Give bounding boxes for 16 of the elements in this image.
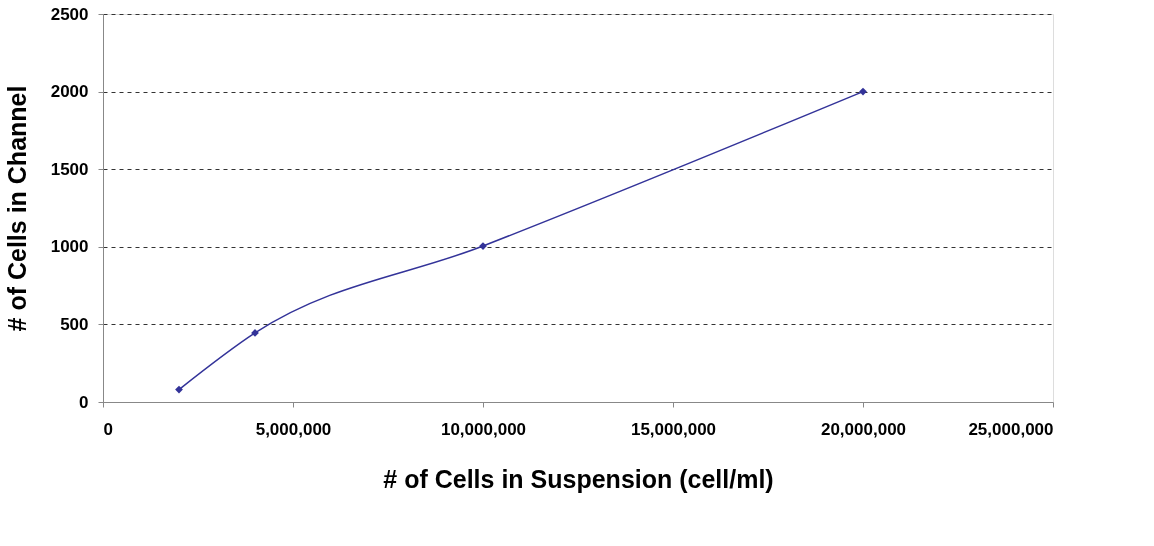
x-tick-label: 10,000,000 [440, 419, 527, 439]
x-tick-label: 0 [103, 419, 113, 439]
y-tick-label: 500 [60, 314, 89, 334]
x-tick-label: 25,000,000 [968, 419, 1054, 439]
y-tick-label: 1000 [50, 237, 89, 257]
y-tick-label: 1500 [50, 159, 89, 179]
x-tick-label: 5,000,000 [255, 419, 332, 439]
x-tick-label: 15,000,000 [630, 419, 717, 439]
y-axis-title: # of Cells in Channel [2, 85, 31, 332]
x-axis-title: # of Cells in Suspension (cell/ml) [383, 464, 774, 493]
x-tick-label: 20,000,000 [820, 419, 907, 439]
point [175, 385, 183, 394]
y-tick-label: 2000 [50, 82, 89, 102]
y-tick-label: 0 [79, 392, 89, 412]
y-tick-label: 2500 [50, 4, 89, 24]
point [859, 87, 867, 96]
